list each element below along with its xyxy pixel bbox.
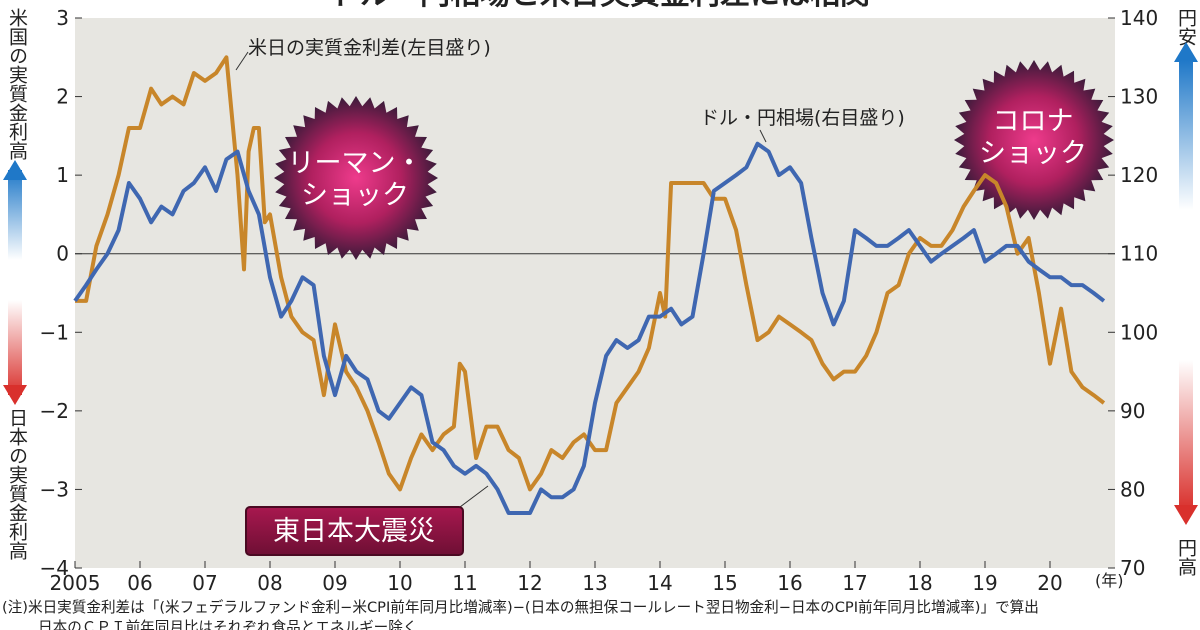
note-line-1: (注)米日実質金利差は「(米フェデラルファンド金利−米CPI前年同月比増減率)−… — [2, 598, 1039, 616]
right-tick-label: 100 — [1120, 320, 1158, 344]
x-tick-label: 14 — [647, 571, 672, 595]
x-axis-unit: (年) — [1095, 571, 1124, 590]
left-tick-label: −2 — [40, 399, 69, 423]
right-bottom-indicator: 円高 — [1174, 360, 1198, 576]
left-tick-label: −4 — [40, 556, 69, 580]
fx-series-label: ドル・円相場(右目盛り) — [700, 107, 905, 129]
x-tick-label: 09 — [322, 571, 347, 595]
lehman-burst-shape — [274, 96, 438, 260]
x-tick-label: 20 — [1037, 571, 1062, 595]
x-tick-label: 2005 — [50, 571, 101, 595]
lehman-label-line2: ショック — [301, 180, 409, 211]
earthquake-label: 東日本大震災 — [273, 516, 435, 547]
series-line-usd-jpy — [73, 141, 1106, 515]
plot-area — [75, 18, 1115, 568]
x-tick-label: 06 — [127, 571, 152, 595]
earthquake-annotation: 東日本大震災 — [245, 485, 489, 556]
x-tick-label: 08 — [257, 571, 282, 595]
rate-series-label: 米日の実質金利差(左目盛り) — [248, 37, 491, 59]
left-top-indicator: 米国の実質金利高 — [3, 8, 28, 260]
right-tick-label: 130 — [1120, 85, 1158, 109]
right-tick-label: 80 — [1120, 477, 1145, 501]
left-tick-label: 2 — [56, 85, 69, 109]
x-tick-label: 11 — [452, 571, 477, 595]
x-tick-label: 19 — [972, 571, 997, 595]
x-axis-ticks: 2005 06 07 08 09 10 11 12 13 14 15 16 17 18 19 20 — [50, 561, 1063, 595]
x-tick-label: 10 — [387, 571, 412, 595]
earthquake-box — [245, 506, 464, 556]
lehman-shock-burst: リーマン・ ショック — [274, 96, 438, 260]
left-bottom-indicator: 日本の実質金利高 — [3, 300, 28, 560]
x-tick-label: 13 — [582, 571, 607, 595]
right-tick-label: 70 — [1120, 556, 1145, 580]
x-tick-label: 16 — [777, 571, 802, 595]
chart-title: ドル・円相場と米日実質金利差には相関 — [330, 0, 870, 12]
right-top-label: 円安 — [1175, 8, 1197, 46]
x-tick-label: 18 — [907, 571, 932, 595]
right-bottom-label: 円高 — [1175, 538, 1197, 576]
right-axis-ticks: 140 130 120 110 100 90 80 70 — [1108, 6, 1158, 580]
corona-label-line2: ショック — [979, 138, 1087, 169]
earthquake-leader — [455, 485, 489, 511]
x-tick-label: 15 — [712, 571, 737, 595]
corona-label-line1: コロナ — [993, 106, 1074, 137]
left-tick-label: 0 — [56, 242, 69, 266]
left-tick-label: −1 — [40, 320, 69, 344]
x-tick-label: 17 — [842, 571, 867, 595]
right-tick-label: 110 — [1120, 242, 1158, 266]
right-tick-label: 90 — [1120, 399, 1145, 423]
right-top-indicator: 円安 — [1174, 8, 1198, 210]
x-tick-label: 12 — [517, 571, 542, 595]
right-tick-label: 140 — [1120, 6, 1158, 30]
note-line-2: 日本のＣＰＩ前年同月比はそれぞれ食品とエネルギー除く — [38, 619, 417, 630]
rate-label-leader — [235, 51, 249, 71]
right-tick-label: 120 — [1120, 163, 1158, 187]
left-bottom-label: 日本の実質金利高 — [6, 408, 28, 560]
left-tick-label: −3 — [40, 477, 69, 501]
left-tick-label: 3 — [56, 6, 69, 30]
left-top-label: 米国の実質金利高 — [6, 8, 28, 160]
left-axis-ticks: 3 2 1 0 −1 −2 −3 −4 — [40, 6, 82, 580]
left-tick-label: 1 — [56, 163, 69, 187]
fx-label-leader — [759, 129, 767, 143]
x-tick-label: 07 — [192, 571, 217, 595]
lehman-label-line1: リーマン・ — [288, 148, 423, 179]
